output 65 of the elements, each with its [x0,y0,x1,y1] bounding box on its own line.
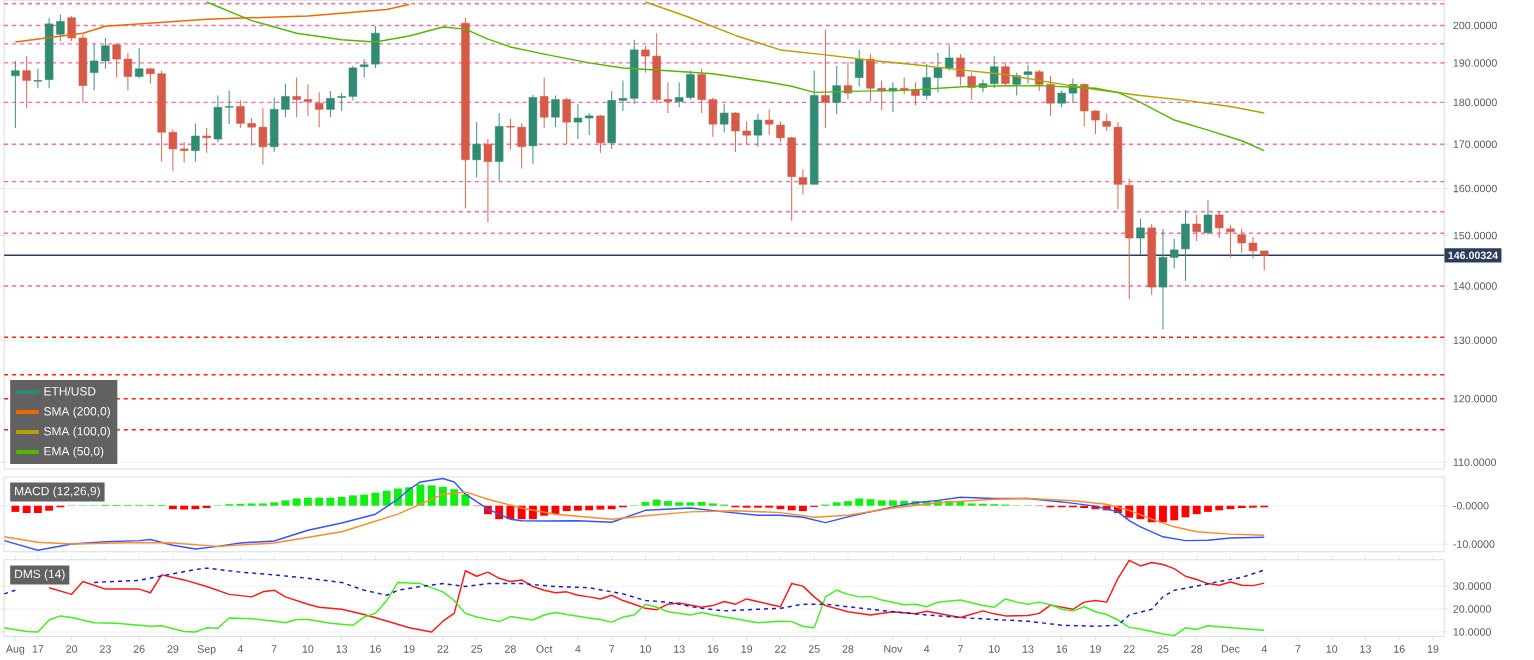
x-tick-label: 4 [237,644,244,653]
x-tick-label: 22 [775,644,786,653]
x-tick-label: 19 [1090,644,1101,653]
x-tick-label: Nov [884,644,903,653]
x-tick-label: 13 [1360,644,1371,653]
legend-label: EMA (50,0) [44,446,104,458]
x-tick-label: 25 [471,644,483,653]
y-tick-label: -10.0000 [1453,540,1495,548]
x-tick-label: 13 [674,644,685,653]
x-tick-label: 10 [1326,644,1338,653]
x-tick-label: 19 [404,644,415,653]
x-tick-label: 7 [609,644,615,653]
x-tick-label: 28 [505,644,516,653]
legend-label: SMA (200,0) [44,406,110,418]
x-tick-label: 16 [707,644,719,653]
x-tick-label: Sep [197,644,216,655]
x-tick-label: 16 [370,644,381,653]
x-tick-label: Dec [1221,644,1240,653]
x-tick-label: 17 [32,644,44,653]
x-tick-label: 10 [640,644,651,653]
x-tick-label: 20 [66,644,78,653]
x-tick-label: 22 [437,644,449,653]
y-tick-label: 200.0000 [1453,21,1497,29]
y-tick-label: 120.0000 [1453,394,1497,403]
x-tick-label: 28 [842,644,854,653]
legend-label: SMA (100,0) [44,426,110,438]
x-tick-label: 4 [923,644,930,653]
y-tick-label: 130.0000 [1453,336,1497,344]
x-tick-label: 7 [271,644,277,653]
y-tick-label: 190.0000 [1453,58,1497,67]
x-tick-label: 10 [302,644,314,653]
x-tick-label: 13 [1022,644,1034,653]
x-tick-label: Aug [5,644,25,655]
x-tick-label: 28 [1191,644,1203,653]
x-tick-label: 4 [575,644,581,653]
x-tick-label: 13 [336,644,348,653]
y-tick-label: 140.0000 [1453,282,1497,290]
legend-label: ETH/USD [44,386,96,396]
y-tick-label: 10.0000 [1453,627,1491,636]
y-tick-label: -0.0000 [1453,501,1489,510]
text: DMS (14) [15,569,65,581]
x-tick-label: 23 [100,644,111,653]
x-tick-label: 7 [1295,644,1301,653]
y-tick-label: 30.0000 [1453,582,1491,590]
x-tick-label: 16 [1056,644,1068,653]
y-tick-label: 180.0000 [1453,98,1497,106]
x-tick-label: 22 [1123,644,1135,653]
x-tick-label: 7 [958,644,963,653]
y-tick-label: 110.0000 [1453,458,1497,466]
y-tick-label: 160.0000 [1453,184,1497,192]
x-tick-label: 19 [741,644,753,653]
x-tick-label: 29 [167,644,179,653]
x-tick-label: 4 [1261,644,1267,653]
text: MACD (12,26,9) [15,486,100,498]
x-tick-label: 26 [133,644,145,653]
x-tick-label: 16 [1394,644,1405,653]
x-tick-label: 25 [808,644,820,653]
x-tick-label: 10 [989,644,1000,653]
y-tick-label: 150.0000 [1453,231,1497,240]
x-tick-label: Oct [536,644,553,653]
y-tick-label: 170.0000 [1453,140,1497,148]
ref-line-label: 146.00324 [1448,251,1499,259]
y-tick-label: 20.0000 [1453,605,1491,613]
x-tick-label: 19 [1427,644,1439,653]
x-tick-label: 25 [1157,644,1169,653]
